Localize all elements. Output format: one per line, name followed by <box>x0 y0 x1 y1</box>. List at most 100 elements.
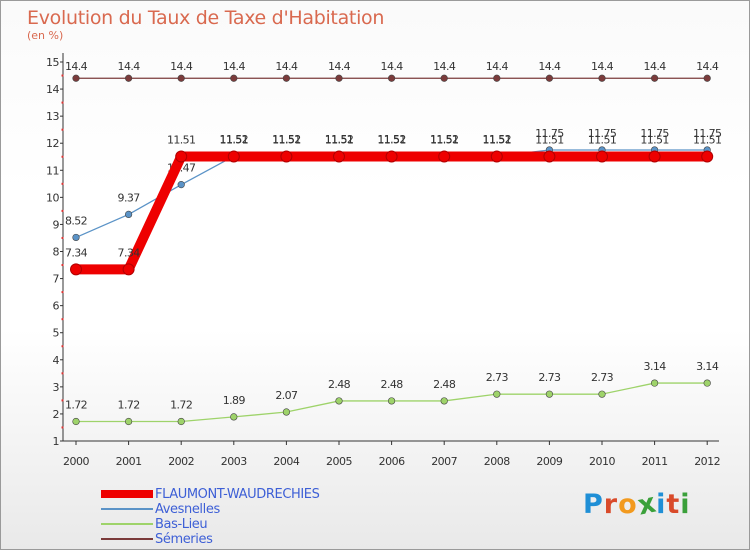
data-point <box>650 379 659 387</box>
data-label: 11.51 <box>272 133 301 146</box>
data-point <box>385 150 398 163</box>
data-point <box>703 379 711 387</box>
y-minor-tick <box>61 155 64 158</box>
data-label: 11.51 <box>377 133 406 146</box>
y-minor-tick <box>61 318 64 321</box>
data-point <box>177 181 185 189</box>
data-point <box>493 390 501 398</box>
data-point <box>335 74 343 82</box>
data-label: 11.51 <box>693 133 722 146</box>
data-label: 11.51 <box>640 133 669 146</box>
series-line-0 <box>71 151 713 275</box>
data-label: 11.51 <box>220 133 249 146</box>
legend-swatch <box>101 490 153 498</box>
y-tick-label: 15 <box>46 56 59 69</box>
y-minor-tick <box>61 426 64 429</box>
legend-label: Avesnelles <box>155 502 220 517</box>
data-point <box>650 74 659 82</box>
data-point <box>388 397 396 405</box>
data-point <box>335 397 343 405</box>
data-point <box>282 74 291 82</box>
y-tick-label: 11 <box>46 164 59 177</box>
data-label: 2.48 <box>381 378 404 391</box>
data-label: 2.73 <box>538 371 561 384</box>
x-tick-label: 2010 <box>589 455 615 468</box>
data-point <box>124 210 133 219</box>
data-point <box>648 150 661 163</box>
data-point <box>598 390 606 398</box>
data-point <box>438 150 451 163</box>
y-tick-label: 1 <box>53 435 60 448</box>
data-point <box>440 74 448 82</box>
data-point <box>545 390 554 398</box>
legend-label: Bas-Lieu <box>155 517 208 532</box>
y-minor-tick <box>61 399 64 402</box>
data-point <box>543 150 556 163</box>
legend-swatch <box>101 523 153 525</box>
data-label: 14.4 <box>275 60 298 73</box>
y-minor-tick <box>61 345 64 348</box>
data-point <box>280 150 293 163</box>
data-point <box>545 74 554 82</box>
data-point <box>333 150 345 163</box>
y-tick-label: 13 <box>46 110 59 123</box>
y-minor-tick <box>61 236 64 239</box>
y-tick-label: 4 <box>53 354 60 367</box>
data-point <box>598 74 606 82</box>
data-point <box>124 417 133 426</box>
data-label: 14.4 <box>433 60 456 73</box>
data-label: 11.52 <box>430 133 459 146</box>
data-point <box>701 150 714 163</box>
y-minor-tick <box>61 128 64 131</box>
data-label: 3.14 <box>644 360 667 373</box>
data-label: 14.4 <box>696 60 719 73</box>
data-label: 9.37 <box>118 191 141 204</box>
data-label: 11.51 <box>167 133 196 146</box>
data-label: 11.51 <box>588 133 617 146</box>
data-label: 14.4 <box>170 60 193 73</box>
logo-letter: o <box>618 489 638 520</box>
y-minor-tick <box>61 101 64 104</box>
data-label: 14.4 <box>118 60 141 73</box>
data-point <box>72 233 80 242</box>
data-label: 2.48 <box>328 378 351 391</box>
data-point <box>72 74 80 82</box>
y-tick-label: 8 <box>53 246 60 259</box>
data-point <box>124 74 133 82</box>
data-label: 14.4 <box>65 60 88 73</box>
data-label: 11.52 <box>220 133 249 146</box>
x-tick-label: 2008 <box>484 455 510 468</box>
x-tick-label: 2000 <box>63 455 89 468</box>
data-label: 11.51 <box>483 133 512 146</box>
data-label: 7.34 <box>65 246 88 259</box>
y-minor-tick <box>61 291 64 294</box>
legend-swatch <box>101 538 153 540</box>
x-tick-label: 2012 <box>694 455 720 468</box>
data-label: 1.89 <box>223 394 246 407</box>
data-label: 11.52 <box>325 133 354 146</box>
proxiti-logo: Proxiti <box>583 487 691 521</box>
data-point <box>122 263 135 276</box>
data-label: 8.52 <box>65 214 87 227</box>
data-point <box>227 150 240 163</box>
y-tick-label: 5 <box>53 327 60 340</box>
x-tick-label: 2003 <box>221 455 247 468</box>
data-label: 14.4 <box>328 60 351 73</box>
legend-label: FLAUMONT-WAUDRECHIES <box>155 487 320 502</box>
x-tick-label: 2002 <box>168 455 194 468</box>
data-label: 14.4 <box>538 60 561 73</box>
data-label: 7.34 <box>118 246 141 259</box>
data-label: 2.48 <box>433 378 456 391</box>
x-tick-label: 2007 <box>431 455 457 468</box>
data-label: 14.4 <box>223 60 246 73</box>
x-tick-label: 2005 <box>326 455 352 468</box>
x-tick-label: 2011 <box>642 455 668 468</box>
data-point <box>388 74 396 82</box>
y-tick-label: 3 <box>53 381 60 394</box>
data-point <box>72 417 80 426</box>
data-label: 11.52 <box>272 133 301 146</box>
y-minor-tick <box>61 264 64 267</box>
x-tick-label: 2004 <box>273 455 299 468</box>
data-point <box>177 417 185 426</box>
data-label: 14.4 <box>381 60 404 73</box>
